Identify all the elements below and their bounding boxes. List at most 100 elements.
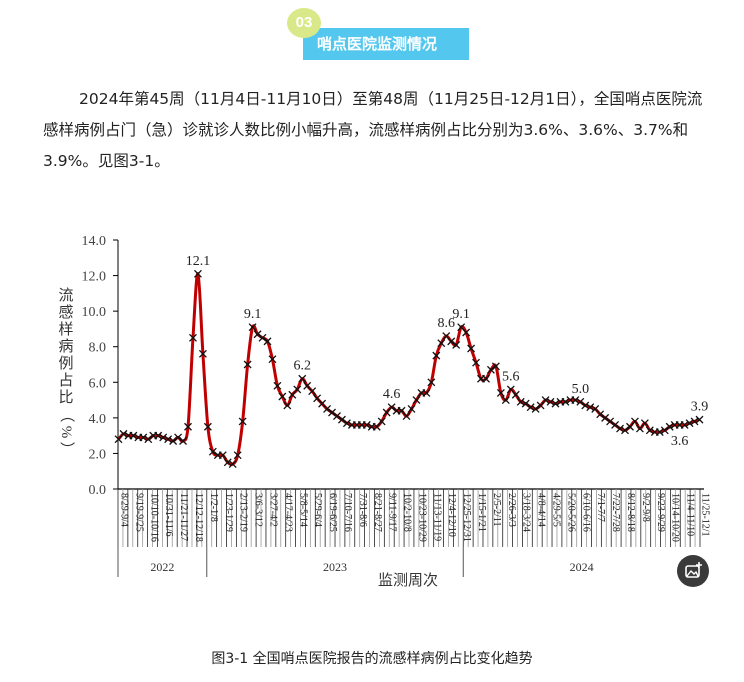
x-tick-label: 9/11-9/17 bbox=[387, 493, 398, 532]
data-point-marker bbox=[228, 460, 237, 469]
data-point-marker bbox=[342, 419, 351, 428]
y-axis-label-char: 样 bbox=[58, 321, 73, 338]
x-tick-label: 9/19-9/25 bbox=[133, 493, 144, 532]
data-point-marker bbox=[407, 405, 416, 413]
x-tick-label: 4/29-5/5 bbox=[551, 493, 562, 527]
data-point-marker bbox=[621, 426, 629, 435]
data-point-marker bbox=[586, 403, 595, 412]
data-point-marker bbox=[193, 269, 202, 278]
data-point-marker bbox=[611, 421, 620, 429]
data-point-marker bbox=[432, 351, 441, 360]
data-point-marker bbox=[308, 387, 317, 396]
data-point-marker bbox=[189, 333, 197, 342]
x-tick-label: 10/2-10/8 bbox=[402, 493, 413, 532]
data-point-marker bbox=[665, 422, 674, 431]
x-tick-label: 7/1-7/7 bbox=[595, 493, 606, 522]
year-label: 2022 bbox=[150, 560, 174, 574]
data-point-marker bbox=[208, 447, 217, 456]
data-point-marker bbox=[164, 435, 173, 444]
x-tick-label: 9/2-9/8 bbox=[640, 493, 651, 522]
data-label: 5.0 bbox=[572, 382, 590, 397]
data-point-marker bbox=[546, 397, 555, 406]
data-point-marker bbox=[482, 374, 490, 383]
y-tick-label: 6.0 bbox=[89, 376, 107, 391]
data-point-marker bbox=[198, 349, 207, 358]
data-point-marker bbox=[511, 390, 520, 399]
data-point-marker bbox=[695, 415, 704, 424]
data-point-marker bbox=[159, 433, 168, 442]
data-point-marker bbox=[645, 426, 654, 435]
data-point-marker bbox=[640, 419, 649, 428]
data-point-marker bbox=[606, 417, 615, 426]
data-point-marker bbox=[283, 401, 292, 410]
x-tick-label: 10/23-10/29 bbox=[416, 493, 427, 542]
x-tick-label: 2/5-2/11 bbox=[491, 493, 502, 527]
x-tick-label: 6/19-6/25 bbox=[327, 493, 338, 532]
data-point-marker bbox=[268, 355, 277, 364]
data-point-marker bbox=[203, 422, 212, 431]
data-point-marker bbox=[422, 388, 431, 397]
data-point-marker bbox=[298, 374, 307, 383]
y-axis-label-char: % bbox=[58, 426, 74, 439]
data-point-marker bbox=[328, 408, 336, 417]
add-image-icon bbox=[685, 562, 702, 578]
data-point-marker bbox=[462, 328, 471, 337]
y-axis-label-char: 例 bbox=[58, 355, 73, 372]
x-tick-label: 5/29-6/4 bbox=[312, 493, 323, 527]
x-tick-label: 12/4-12/10 bbox=[446, 493, 457, 537]
x-tick-label: 5/8-5/14 bbox=[297, 493, 308, 527]
y-tick-label: 14.0 bbox=[82, 234, 107, 249]
data-label: 4.6 bbox=[383, 387, 401, 402]
y-tick-label: 4.0 bbox=[89, 412, 107, 427]
x-tick-label: 2/26-3/3 bbox=[506, 493, 517, 527]
data-point-marker bbox=[154, 431, 163, 440]
x-tick-label: 1/23-1/29 bbox=[223, 493, 234, 532]
data-point-marker bbox=[293, 385, 302, 394]
y-tick-label: 2.0 bbox=[89, 447, 107, 462]
data-point-marker bbox=[362, 421, 371, 429]
data-point-marker bbox=[238, 417, 247, 426]
x-tick-label: 10/31-11/6 bbox=[163, 493, 174, 537]
x-tick-label: 9/23-9/29 bbox=[655, 493, 666, 532]
data-point-marker bbox=[486, 365, 495, 374]
data-point-marker bbox=[223, 458, 232, 467]
y-axis-label-char: 感 bbox=[58, 304, 73, 321]
data-point-marker bbox=[467, 344, 476, 353]
y-tick-label: 12.0 bbox=[82, 270, 107, 285]
summary-paragraph: 2024年第45周（11月4日-11月10日）至第48周（11月25日-12月1… bbox=[43, 90, 703, 170]
y-axis-label-char: 流 bbox=[58, 287, 73, 304]
data-point-marker bbox=[581, 401, 590, 410]
data-point-marker bbox=[496, 388, 505, 397]
data-point-marker bbox=[576, 397, 585, 406]
x-tick-label: 11/4-11/10 bbox=[685, 493, 696, 536]
data-point-marker bbox=[323, 405, 332, 413]
data-point-marker bbox=[412, 396, 421, 405]
data-point-marker bbox=[218, 451, 227, 460]
y-tick-label: 0.0 bbox=[89, 483, 107, 498]
figure-caption: 图3-1 全国哨点医院报告的流感样病例占比变化趋势 bbox=[211, 651, 533, 667]
data-point-marker bbox=[526, 403, 535, 412]
data-point-marker bbox=[601, 413, 610, 422]
series-line bbox=[117, 272, 701, 467]
data-label: 8.6 bbox=[437, 316, 455, 331]
section-title: 哨点医院监测情况 bbox=[303, 28, 473, 60]
data-point-marker bbox=[516, 397, 525, 406]
add-image-button[interactable] bbox=[677, 555, 709, 587]
x-tick-label: 4/8-4/14 bbox=[536, 493, 547, 527]
x-tick-label: 3/6-3/12 bbox=[253, 493, 264, 527]
x-tick-label: 5/20-5/26 bbox=[565, 493, 576, 532]
x-tick-label: 12/12-12/18 bbox=[193, 493, 204, 542]
y-tick-label: 10.0 bbox=[82, 305, 107, 320]
x-tick-label: 3/18-3/24 bbox=[521, 493, 532, 532]
y-axis-label-char: 占 bbox=[58, 372, 73, 389]
data-point-marker bbox=[119, 429, 128, 438]
x-tick-label: 10/14-10/20 bbox=[670, 493, 681, 542]
data-point-marker bbox=[630, 417, 639, 426]
data-point-marker bbox=[685, 419, 694, 428]
x-tick-label: 8/21-8/27 bbox=[372, 493, 383, 532]
x-tick-label: 7/22-7/28 bbox=[610, 493, 621, 532]
x-axis-label: 监测周次 bbox=[378, 572, 438, 589]
data-point-marker bbox=[169, 437, 178, 445]
data-point-marker bbox=[531, 405, 540, 413]
x-tick-label: 6/10-6/16 bbox=[580, 493, 591, 532]
